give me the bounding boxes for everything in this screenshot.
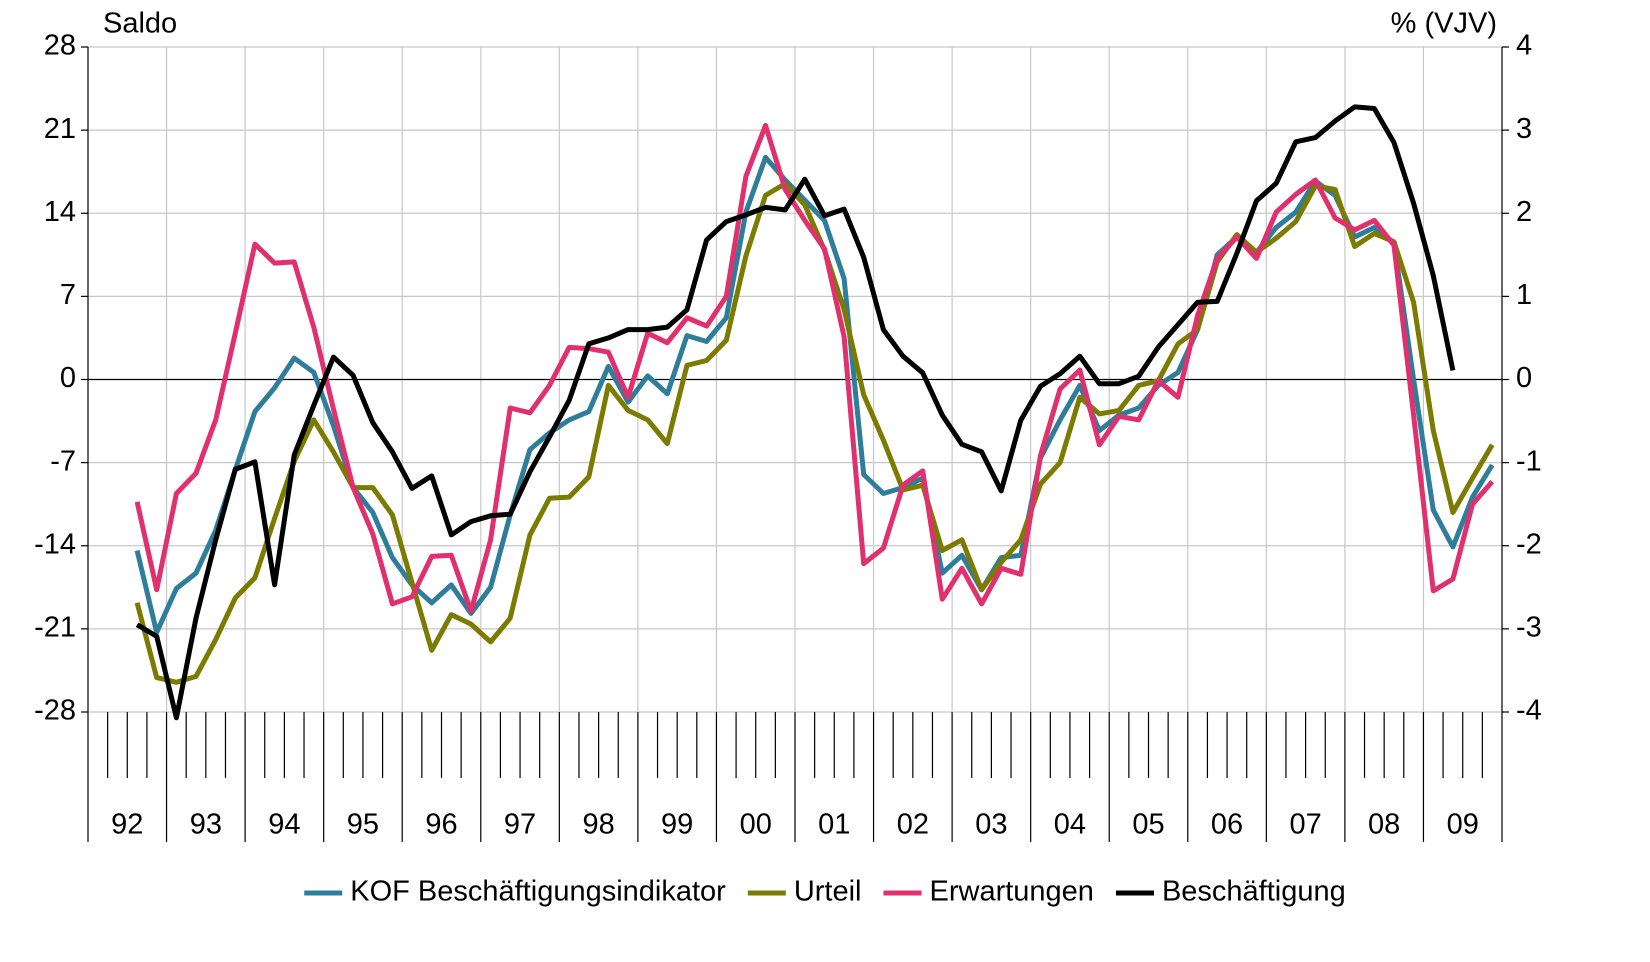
x-tick-label: 06 bbox=[1211, 809, 1243, 841]
y-tick-label: -14 bbox=[34, 528, 76, 560]
x-tick-label: 07 bbox=[1289, 809, 1321, 841]
y-tick-label: -7 bbox=[50, 445, 76, 477]
y-axis-label: Saldo bbox=[103, 8, 177, 40]
y-tick-label: 14 bbox=[44, 196, 76, 228]
series-line bbox=[134, 122, 1495, 614]
x-tick-label: 93 bbox=[190, 809, 222, 841]
y-tick-label: 28 bbox=[44, 30, 76, 62]
x-tick-label: 03 bbox=[975, 809, 1007, 841]
y2-tick-label: 1 bbox=[1516, 279, 1532, 311]
x-tick-label: 92 bbox=[111, 809, 143, 841]
y-tick-label: -28 bbox=[34, 695, 76, 727]
y-tick-label: -21 bbox=[34, 612, 76, 644]
x-tick-label: 02 bbox=[897, 809, 929, 841]
x-tick-label: 01 bbox=[818, 809, 850, 841]
y2-tick-label: -1 bbox=[1516, 445, 1542, 477]
series-line bbox=[135, 104, 1456, 721]
y2-axis-label: % (VJV) bbox=[1391, 8, 1497, 40]
y2-tick-label: 3 bbox=[1516, 113, 1532, 145]
y2-tick-label: -2 bbox=[1516, 528, 1542, 560]
x-tick-label: 05 bbox=[1132, 809, 1164, 841]
y2-tick-label: 2 bbox=[1516, 196, 1532, 228]
x-tick-label: 08 bbox=[1368, 809, 1400, 841]
y-tick-label: 21 bbox=[44, 113, 76, 145]
x-tick-label: 04 bbox=[1054, 809, 1086, 841]
y2-tick-label: 0 bbox=[1516, 362, 1532, 394]
y2-tick-label: -3 bbox=[1516, 612, 1542, 644]
x-tick-label: 98 bbox=[582, 809, 614, 841]
x-tick-label: 09 bbox=[1447, 809, 1479, 841]
x-tick-label: 95 bbox=[347, 809, 379, 841]
x-tick-label: 00 bbox=[740, 809, 772, 841]
y2-tick-label: 4 bbox=[1516, 30, 1532, 62]
y-tick-label: 0 bbox=[60, 362, 76, 394]
y2-tick-label: -4 bbox=[1516, 695, 1542, 727]
x-tick-label: 99 bbox=[661, 809, 693, 841]
series-line bbox=[134, 181, 1495, 685]
x-tick-label: 97 bbox=[504, 809, 536, 841]
x-tick-label: 94 bbox=[268, 809, 300, 841]
y-tick-label: 7 bbox=[60, 279, 76, 311]
legend-label: Beschäftigung bbox=[1162, 876, 1346, 908]
x-tick-label: 96 bbox=[425, 809, 457, 841]
legend-label: Erwartungen bbox=[930, 876, 1094, 908]
legend-label: Urteil bbox=[794, 876, 862, 908]
legend-label: KOF Beschäftigungsindikator bbox=[350, 876, 726, 908]
